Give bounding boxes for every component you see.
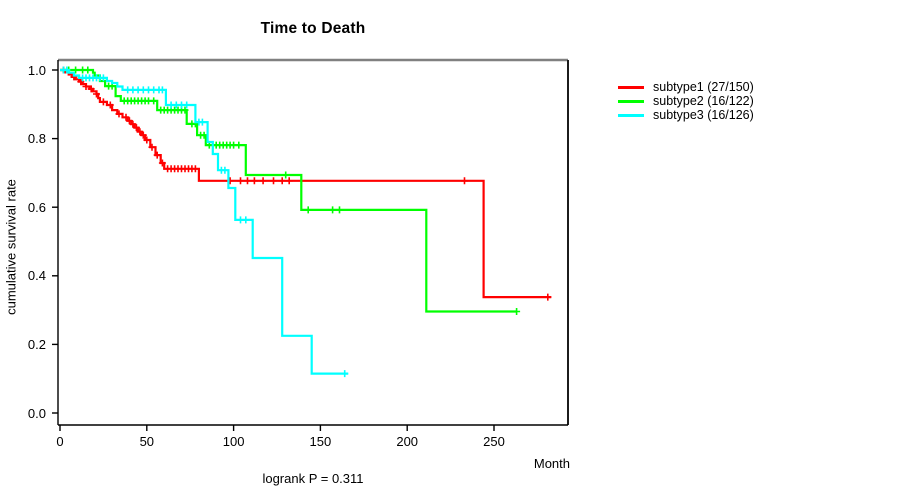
- censor-marks: [60, 66, 349, 378]
- x-tick-label: 250: [483, 434, 505, 449]
- survival-curves: [60, 66, 552, 378]
- y-tick-label: 1.0: [27, 62, 46, 78]
- legend-swatch: [618, 85, 644, 89]
- y-tick-label: 0.6: [27, 199, 46, 215]
- x-tick-label: 100: [222, 434, 245, 449]
- y-axis-title: cumulative survival rate: [3, 179, 19, 315]
- x-tick-label: 150: [309, 434, 332, 449]
- y-tick-label: 0.4: [27, 268, 46, 284]
- legend-item: subtype3 (16/126): [618, 108, 754, 122]
- legend-item: subtype1 (27/150): [618, 80, 754, 94]
- survival-curve: [60, 68, 552, 299]
- legend-item: subtype2 (16/122): [618, 94, 754, 108]
- survival-curve: [60, 68, 349, 375]
- legend: subtype1 (27/150) subtype2 (16/122) subt…: [618, 80, 754, 122]
- legend-label: subtype3 (16/126): [653, 108, 754, 122]
- legend-swatch: [618, 99, 644, 103]
- chart-title: Time to Death: [260, 20, 366, 37]
- legend-swatch: [618, 113, 644, 117]
- x-tick-label: 50: [139, 434, 155, 449]
- x-tick-label: 0: [56, 434, 64, 449]
- survival-curve: [60, 68, 517, 313]
- legend-label: subtype2 (16/122): [653, 94, 754, 108]
- censor-marks: [65, 66, 521, 315]
- logrank-annotation: logrank P = 0.311: [262, 471, 364, 486]
- x-tick-label: 200: [396, 434, 419, 449]
- y-tick-label: 0.2: [27, 336, 46, 352]
- x-axis-title: Month: [533, 456, 570, 471]
- y-tick-label: 0.8: [27, 131, 46, 147]
- legend-label: subtype1 (27/150): [653, 80, 754, 94]
- axis-ticks: [52, 69, 495, 431]
- y-tick-label: 0.0: [27, 405, 46, 421]
